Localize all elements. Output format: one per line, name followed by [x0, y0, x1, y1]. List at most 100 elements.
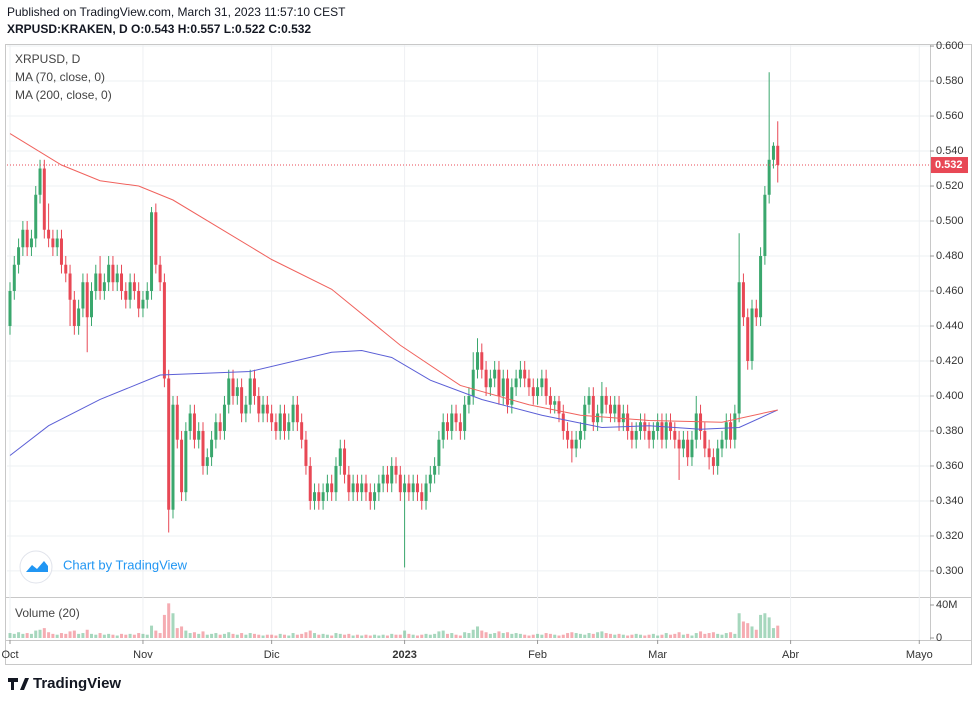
volume-bar	[407, 633, 411, 638]
candle-body	[681, 439, 685, 449]
volume-bar	[338, 633, 342, 638]
candle-body	[295, 404, 299, 423]
volume-bar	[647, 634, 651, 638]
candle-body	[94, 273, 98, 291]
candle-body	[132, 282, 136, 291]
volume-bar	[158, 633, 162, 638]
candle-body	[278, 413, 282, 431]
candle-body	[111, 264, 115, 283]
candle-body	[634, 430, 638, 440]
volume-bar	[415, 635, 419, 638]
candle-body	[192, 413, 196, 440]
candle-body	[98, 273, 102, 291]
legend-ma200: MA (200, close, 0)	[15, 88, 112, 102]
candle-body	[355, 483, 359, 493]
candle-body	[21, 229, 25, 248]
candle-body	[411, 483, 415, 493]
volume-bar	[334, 633, 338, 638]
volume-bar	[287, 635, 291, 638]
candle-body	[647, 430, 651, 440]
volume-bar	[759, 614, 763, 638]
y-tick-label: 0.400	[936, 390, 964, 402]
candle-body	[235, 387, 239, 396]
candle-body	[150, 212, 154, 291]
candle-body	[304, 439, 308, 466]
volume-bar	[583, 634, 587, 638]
volume-bar	[278, 633, 282, 638]
candle-body	[536, 387, 540, 396]
volume-bar	[17, 632, 21, 638]
candle-body	[188, 413, 192, 431]
candle-body	[690, 439, 694, 458]
candle-body	[38, 168, 42, 195]
candle-body	[287, 422, 291, 431]
volume-bar	[124, 634, 128, 638]
candle-body	[321, 492, 325, 501]
candle-body	[420, 492, 424, 501]
volume-bar	[536, 633, 540, 638]
moving-average	[9, 349, 778, 456]
candle-body	[458, 422, 462, 431]
y-tick-label: 0.520	[936, 180, 964, 192]
candle-body	[274, 422, 278, 431]
volume-bar	[343, 634, 347, 638]
y-tick-label: 0.300	[936, 565, 964, 577]
candle-body	[741, 282, 745, 318]
last-price-label: 0.532	[935, 159, 963, 171]
volume-bar	[231, 633, 235, 638]
volume-bar	[463, 632, 467, 638]
candle-body	[583, 404, 587, 431]
volume-bar	[201, 631, 205, 638]
volume-bar	[330, 635, 334, 638]
candle-body	[613, 404, 617, 414]
volume-bar	[729, 632, 733, 638]
candle-body	[351, 483, 355, 493]
volume-bar	[214, 633, 218, 638]
candle-body	[506, 378, 510, 405]
candle-body	[102, 282, 106, 291]
volume-bar	[205, 634, 209, 638]
candle-body	[737, 282, 741, 414]
candle-body	[171, 404, 175, 510]
candle-body	[252, 378, 256, 396]
y-tick-label: 0.340	[936, 495, 964, 507]
candle-body	[407, 483, 411, 493]
candle-body	[763, 194, 767, 257]
volume-bar	[651, 633, 655, 638]
volume-bar	[291, 633, 295, 638]
volume-bar	[570, 632, 574, 638]
volume-bar	[600, 631, 604, 638]
volume-bar	[656, 635, 660, 638]
candle-body	[527, 378, 531, 388]
candle-body	[651, 430, 655, 440]
candle-body	[587, 395, 591, 405]
volume-bar	[441, 630, 445, 638]
candle-body	[771, 145, 775, 160]
volume-bar	[480, 630, 484, 638]
volume-bar	[77, 633, 81, 638]
volume-bar	[137, 633, 141, 638]
volume-bar	[690, 635, 694, 638]
x-tick-label: Mayo	[906, 649, 933, 661]
candle-body	[368, 492, 372, 501]
candle-body	[621, 413, 625, 423]
volume-bar	[47, 632, 51, 638]
y-tick-label: 0.500	[936, 215, 964, 227]
volume-bar	[506, 632, 510, 638]
candle-body	[162, 282, 166, 379]
volume-bar	[145, 634, 149, 638]
volume-bar	[420, 634, 424, 638]
candle-body	[604, 395, 608, 405]
volume-bar	[681, 634, 685, 638]
candle-body	[29, 238, 33, 248]
candle-body	[441, 422, 445, 440]
volume-bar	[12, 633, 16, 638]
candle-body	[686, 439, 690, 458]
volume-bar	[403, 630, 407, 638]
volume-bar	[38, 629, 42, 638]
x-tick-label: Feb	[528, 649, 547, 661]
volume-bar	[741, 621, 745, 638]
volume-bar	[248, 633, 252, 638]
candle-body	[523, 369, 527, 379]
candle-body	[261, 404, 265, 414]
